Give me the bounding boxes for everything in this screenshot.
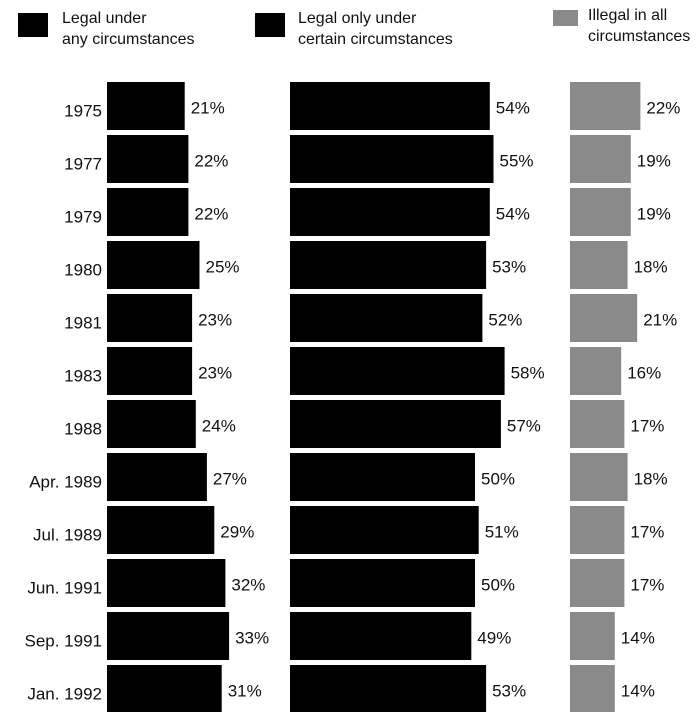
bar [570, 506, 625, 554]
value-label: 51% [485, 522, 519, 541]
value-label: 19% [637, 151, 671, 170]
legend-swatch [255, 13, 285, 37]
y-tick-label: Sep. 1991 [24, 631, 102, 650]
y-tick-label: Jan. 1992 [27, 684, 102, 703]
y-tick-label: 1975 [64, 101, 102, 120]
y-tick-label: 1981 [64, 313, 102, 332]
bar [290, 82, 490, 130]
value-label: 19% [637, 204, 671, 223]
bar [290, 559, 475, 607]
bar [107, 400, 196, 448]
y-tick-label: 1979 [64, 207, 102, 226]
value-label: 24% [202, 416, 236, 435]
bar [570, 347, 622, 395]
bar [570, 82, 641, 130]
bar [107, 665, 222, 712]
bar [290, 400, 501, 448]
value-label: 25% [206, 257, 240, 276]
value-label: 49% [477, 628, 511, 647]
value-label: 52% [488, 310, 522, 329]
value-label: 17% [630, 575, 664, 594]
y-tick-label: Apr. 1989 [29, 472, 102, 491]
bar [570, 559, 625, 607]
bar [570, 665, 615, 712]
bar [107, 559, 226, 607]
y-tick-label: Jul. 1989 [33, 525, 102, 544]
bar [290, 453, 475, 501]
value-label: 29% [220, 522, 254, 541]
y-tick-label: 1980 [64, 260, 102, 279]
value-label: 27% [213, 469, 247, 488]
value-label: 31% [228, 681, 262, 700]
bar [107, 82, 185, 130]
value-label: 23% [198, 310, 232, 329]
legend-label: Legal under any circumstances [62, 10, 195, 48]
bar [570, 241, 628, 289]
value-label: 55% [500, 151, 534, 170]
value-label: 50% [481, 469, 515, 488]
bar [570, 453, 628, 501]
legend-swatch [553, 10, 578, 26]
value-label: 33% [235, 628, 269, 647]
legend-label: Illegal in all circumstances [588, 7, 691, 45]
y-tick-label: Jun. 1991 [27, 578, 102, 597]
value-label: 22% [194, 204, 228, 223]
bar [570, 294, 638, 342]
value-label: 54% [496, 204, 530, 223]
legend-swatch [18, 13, 48, 37]
value-label: 53% [492, 681, 526, 700]
value-label: 18% [634, 469, 668, 488]
value-label: 14% [621, 628, 655, 647]
value-label: 22% [194, 151, 228, 170]
bar [570, 188, 631, 236]
value-label: 54% [496, 98, 530, 117]
y-tick-label: 1983 [64, 366, 102, 385]
legend-label: Legal only under certain circumstances [298, 10, 453, 48]
value-label: 23% [198, 363, 232, 382]
bar [290, 241, 487, 289]
bar [107, 294, 193, 342]
value-label: 21% [643, 310, 677, 329]
bar [570, 135, 631, 183]
bar [107, 347, 193, 395]
value-label: 50% [481, 575, 515, 594]
value-label: 53% [492, 257, 526, 276]
bar [107, 612, 230, 660]
value-label: 57% [507, 416, 541, 435]
value-label: 58% [511, 363, 545, 382]
value-label: 32% [231, 575, 265, 594]
bar [107, 241, 200, 289]
y-tick-label: 1977 [64, 154, 102, 173]
bar [107, 453, 207, 501]
bar [107, 506, 215, 554]
value-label: 17% [630, 522, 664, 541]
bar [570, 400, 625, 448]
bar [570, 612, 615, 660]
bar [290, 188, 490, 236]
value-label: 18% [634, 257, 668, 276]
bar [290, 135, 494, 183]
bar [290, 347, 505, 395]
bar [107, 135, 189, 183]
bar [290, 506, 479, 554]
value-label: 21% [191, 98, 225, 117]
bar [290, 294, 483, 342]
bar [290, 612, 472, 660]
value-label: 14% [621, 681, 655, 700]
y-tick-label: 1988 [64, 419, 102, 438]
value-label: 22% [646, 98, 680, 117]
bar [107, 188, 189, 236]
value-label: 17% [630, 416, 664, 435]
value-label: 16% [627, 363, 661, 382]
bar [290, 665, 487, 712]
